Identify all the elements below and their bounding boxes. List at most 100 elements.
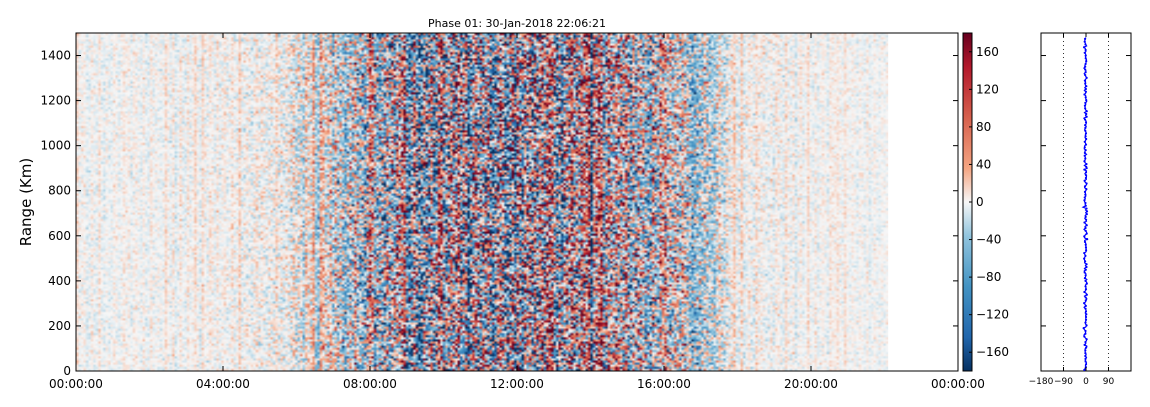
colorbar-tick-label: 120 <box>976 82 999 96</box>
profile-point <box>1083 335 1086 338</box>
x-tick-label: 16:00:00 <box>637 377 691 391</box>
profile-point <box>1084 299 1087 302</box>
y-tick-label: 0 <box>63 364 71 378</box>
profile-point <box>1085 210 1089 213</box>
profile-point <box>1084 315 1088 319</box>
profile-point <box>1084 349 1087 352</box>
profile-point <box>1083 185 1087 188</box>
profile-point <box>1085 60 1088 63</box>
profile-point <box>1085 110 1088 113</box>
profile-point <box>1083 40 1086 43</box>
colorbar-tick-label: −160 <box>976 345 1009 359</box>
profile-point <box>1084 357 1087 360</box>
profile-point <box>1084 340 1087 344</box>
y-tick-label: 800 <box>48 184 71 198</box>
profile-point <box>1084 218 1088 221</box>
y-tick-label: 1000 <box>40 139 71 153</box>
colorbar-tick-label: 160 <box>976 45 999 59</box>
profile-point <box>1084 48 1087 52</box>
profile-point <box>1084 304 1087 308</box>
profile-point <box>1084 90 1087 93</box>
profile-point <box>1085 213 1088 216</box>
colorbar-tick-label: 80 <box>976 120 991 134</box>
profile-point <box>1084 215 1087 219</box>
profile-x-tick-label: −180 <box>1029 377 1054 387</box>
profile-point <box>1083 190 1087 193</box>
profile-point <box>1085 346 1088 349</box>
profile-point <box>1084 246 1088 249</box>
profile-point <box>1084 288 1088 291</box>
x-tick-label: 04:00:00 <box>196 377 250 391</box>
profile-point <box>1084 124 1087 127</box>
profile-point <box>1084 307 1087 310</box>
profile-point <box>1084 62 1087 66</box>
profile-point <box>1084 329 1087 333</box>
profile-point <box>1085 293 1088 296</box>
profile-point <box>1083 151 1086 155</box>
profile-point <box>1083 199 1086 202</box>
profile-point <box>1084 126 1087 129</box>
profile-point <box>1083 154 1086 157</box>
profile-point <box>1084 310 1088 313</box>
profile-point <box>1084 107 1087 110</box>
profile-point <box>1084 296 1087 299</box>
profile-point <box>1084 121 1088 124</box>
profile-point <box>1084 135 1087 138</box>
x-tick-label: 08:00:00 <box>343 377 397 391</box>
profile-point <box>1084 321 1087 324</box>
y-axis-label: Range (Km) <box>17 158 35 246</box>
profile-point <box>1084 226 1087 230</box>
x-tick-label: 12:00:00 <box>490 377 544 391</box>
y-tick-label: 1400 <box>40 49 71 63</box>
profile-point <box>1085 263 1088 266</box>
colorbar-tick-label: −40 <box>976 233 1001 247</box>
profile-point <box>1085 313 1088 316</box>
profile-point <box>1084 129 1087 132</box>
profile-point <box>1084 193 1087 196</box>
profile-point <box>1084 249 1088 252</box>
profile-point <box>1084 157 1087 160</box>
profile-point <box>1084 43 1087 46</box>
profile-x-tick-label: 0 <box>1083 377 1089 387</box>
profile-y-axis <box>1041 55 1131 372</box>
colorbar-tick-label: −120 <box>976 308 1009 322</box>
phase-profile-points <box>1082 37 1089 371</box>
profile-point <box>1084 176 1088 180</box>
profile-point <box>1084 101 1087 104</box>
heatmap-x-axis: 00:00:00 04:00:00 08:00:00 12:00:00 16:00:00… <box>49 33 985 391</box>
profile-point <box>1085 98 1088 102</box>
profile-point <box>1085 76 1088 79</box>
y-tick-label: 400 <box>48 274 71 288</box>
profile-point <box>1084 57 1087 60</box>
profile-point <box>1085 85 1088 88</box>
profile-point <box>1084 204 1087 207</box>
profile-point <box>1084 268 1087 271</box>
profile-point <box>1084 54 1087 57</box>
profile-point <box>1084 352 1087 355</box>
profile-point <box>1082 327 1085 330</box>
x-tick-label: 00:00:00 <box>49 377 103 391</box>
colorbar-ticks: −160 −120 −80 −40 0 40 80 120 160 <box>969 45 1009 359</box>
profile-point <box>1083 79 1087 82</box>
chart-title: Phase 01: 30-Jan-2018 22:06:21 <box>428 17 606 30</box>
profile-point <box>1084 279 1087 282</box>
profile-point <box>1085 282 1088 285</box>
profile-point <box>1083 93 1086 96</box>
profile-x-axis: −180 −90 0 90 <box>1029 33 1114 387</box>
profile-point <box>1082 46 1086 49</box>
profile-point <box>1085 115 1088 118</box>
colorbar-tick-label: 0 <box>976 195 984 209</box>
profile-point <box>1083 196 1086 199</box>
profile-point <box>1083 118 1087 121</box>
profile-point <box>1084 318 1088 321</box>
profile-reference-lines <box>1063 33 1109 371</box>
profile-point <box>1083 240 1087 244</box>
profile-point <box>1084 143 1088 146</box>
profile-point <box>1083 51 1086 54</box>
profile-point <box>1083 368 1086 371</box>
profile-point <box>1085 324 1088 327</box>
profile-point <box>1083 251 1086 255</box>
profile-point <box>1084 254 1087 257</box>
profile-point <box>1085 165 1088 168</box>
profile-point <box>1084 274 1087 277</box>
